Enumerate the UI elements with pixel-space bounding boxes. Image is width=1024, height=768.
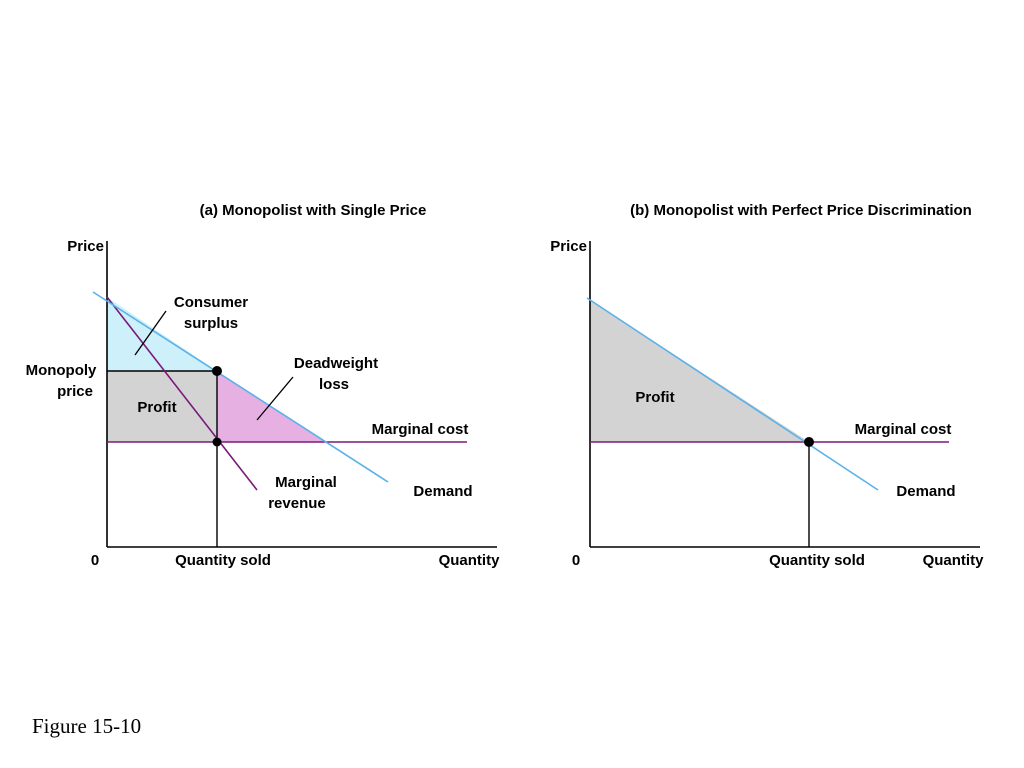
demand-line-a bbox=[92, 291, 389, 483]
panel-a-origin-label: 0 bbox=[91, 552, 99, 569]
profit-area-a bbox=[107, 371, 217, 442]
panel-a-title: (a) Monopolist with Single Price bbox=[200, 202, 427, 219]
competitive-point bbox=[804, 437, 814, 447]
monopoly-point bbox=[212, 366, 222, 376]
panel-a-x-axis-label: Quantity bbox=[439, 552, 500, 569]
demand-label-a: Demand bbox=[413, 483, 472, 500]
figure-caption: Figure 15-10 bbox=[32, 714, 141, 738]
marginal-cost-label-a: Marginal cost bbox=[372, 421, 469, 438]
marginal-cost-label-b: Marginal cost bbox=[855, 421, 952, 438]
deadweight-loss-leader bbox=[256, 376, 294, 421]
consumer-surplus-area bbox=[107, 297, 217, 371]
marginal-revenue-label-line2: revenue bbox=[268, 495, 326, 512]
monopoly-price-label-line1: Monopoly bbox=[26, 362, 97, 379]
deadweight-loss-label-line2: loss bbox=[319, 376, 349, 393]
panel-b-title: (b) Monopolist with Perfect Price Discri… bbox=[630, 202, 972, 219]
demand-line-b bbox=[586, 297, 879, 491]
profit-label-b: Profit bbox=[635, 389, 674, 406]
profit-label-a: Profit bbox=[137, 399, 176, 416]
marginal-revenue-label-line1: Marginal bbox=[275, 474, 337, 491]
panel-b-quantity-sold-label: Quantity sold bbox=[769, 552, 865, 569]
consumer-surplus-leader bbox=[134, 310, 167, 356]
panel-a-quantity-sold-label: Quantity sold bbox=[175, 552, 271, 569]
demand-label-b: Demand bbox=[896, 483, 955, 500]
panel-b-y-axis-label: Price bbox=[550, 238, 587, 255]
panel-a-y-axis-label: Price bbox=[67, 238, 104, 255]
mr-mc-intersection-point bbox=[212, 437, 222, 447]
marginal-revenue-line bbox=[106, 296, 258, 491]
panel-a: (a) Monopolist with Single Price Price 0… bbox=[26, 202, 500, 569]
panel-b-origin-label: 0 bbox=[572, 552, 580, 569]
deadweight-loss-label-line1: Deadweight bbox=[294, 355, 378, 372]
consumer-surplus-label-line1: Consumer bbox=[174, 294, 248, 311]
panel-b-x-axis-label: Quantity bbox=[923, 552, 984, 569]
panel-b: (b) Monopolist with Perfect Price Discri… bbox=[550, 202, 984, 569]
consumer-surplus-label-line2: surplus bbox=[184, 315, 238, 332]
monopoly-price-label-line2: price bbox=[57, 383, 93, 400]
